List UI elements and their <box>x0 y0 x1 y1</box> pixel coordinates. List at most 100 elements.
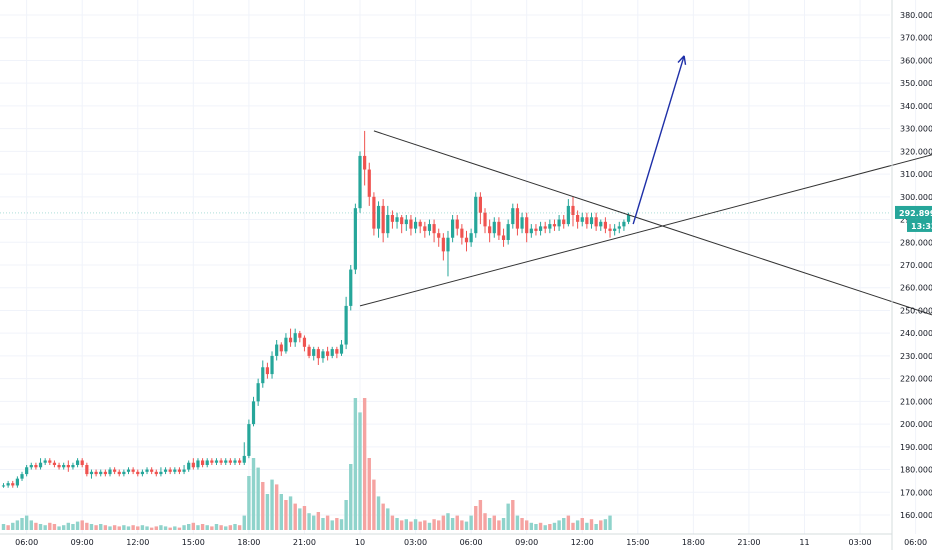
candle <box>488 219 492 243</box>
volume-bar <box>247 476 251 530</box>
candle <box>562 215 566 229</box>
candle <box>80 458 84 468</box>
volume-bar <box>469 515 473 530</box>
candle <box>580 212 584 227</box>
candle <box>302 335 307 352</box>
candle <box>492 217 496 238</box>
trendline[interactable] <box>373 130 932 345</box>
volume-bar <box>432 519 436 530</box>
volume-bar <box>437 520 441 530</box>
x-tick-label: 21:00 <box>737 538 760 547</box>
volume-bar <box>187 524 191 530</box>
candle <box>460 224 464 245</box>
candle <box>62 462 66 470</box>
volume-bar <box>349 464 353 530</box>
volume-bar <box>464 521 469 530</box>
volume-bar <box>80 520 84 530</box>
current-price-tag: 292.8992 13:32 <box>895 205 932 232</box>
candle <box>52 460 57 468</box>
volume-bar <box>48 522 52 530</box>
candle <box>446 230 450 277</box>
candle <box>168 467 172 475</box>
candle <box>187 460 191 472</box>
volume-bar <box>154 526 158 530</box>
candle <box>613 224 617 236</box>
candle <box>279 342 283 356</box>
x-tick-label: 10 <box>355 538 365 547</box>
candle <box>94 469 98 477</box>
volume-bar <box>136 526 140 530</box>
volume-bar <box>487 518 492 530</box>
candle <box>43 458 47 465</box>
bar-countdown: 13:32 <box>911 222 932 231</box>
candle <box>224 458 228 465</box>
projection-arrow[interactable] <box>632 55 687 225</box>
volume-bar <box>94 525 98 530</box>
volume-bar <box>24 515 29 530</box>
candle <box>451 215 455 243</box>
volume-bar <box>191 522 196 530</box>
volume-bar <box>372 479 376 530</box>
candle <box>122 469 126 477</box>
candle <box>288 328 293 347</box>
volume-bar <box>575 520 580 530</box>
candle <box>284 333 288 354</box>
volume-bar <box>594 524 598 530</box>
volume-bar <box>256 467 260 530</box>
candle <box>603 217 607 234</box>
volume-bar <box>288 496 293 530</box>
volume-bar <box>173 526 177 530</box>
volume-bar <box>409 521 413 530</box>
volume-bar <box>112 525 117 530</box>
x-tick-label: 06:00 <box>15 538 38 547</box>
candle <box>136 469 140 477</box>
candle <box>404 215 408 231</box>
candle <box>154 469 158 477</box>
candle <box>455 215 459 236</box>
candle <box>29 462 33 470</box>
candle <box>501 228 506 247</box>
candle <box>608 224 612 238</box>
volume-bar <box>89 524 94 530</box>
candle <box>344 296 348 350</box>
candle <box>117 469 121 477</box>
candle <box>205 458 209 468</box>
x-tick-label: 12:00 <box>571 538 594 547</box>
candle <box>150 467 154 475</box>
x-tick-label: 03:00 <box>849 538 872 547</box>
candle <box>353 203 357 275</box>
volume-bar <box>515 515 520 530</box>
volume-bar <box>163 526 168 530</box>
candle <box>163 467 168 475</box>
candle <box>1 483 6 488</box>
volume-bar <box>501 518 506 530</box>
candle <box>48 458 52 465</box>
volume-bar <box>99 524 103 530</box>
candle <box>525 212 529 243</box>
x-tick-label: 11 <box>799 538 809 547</box>
candle <box>538 221 543 236</box>
volume-bar <box>279 494 283 530</box>
drawings <box>0 55 932 345</box>
candle <box>548 219 552 234</box>
x-tick-label: 12:00 <box>126 538 149 547</box>
trendline[interactable] <box>359 131 932 307</box>
candle <box>464 230 469 252</box>
candle <box>57 462 61 470</box>
candle <box>571 196 575 227</box>
volume-bar <box>608 515 612 530</box>
candle <box>395 212 399 229</box>
volume-bar <box>548 524 552 530</box>
candle <box>71 462 75 470</box>
